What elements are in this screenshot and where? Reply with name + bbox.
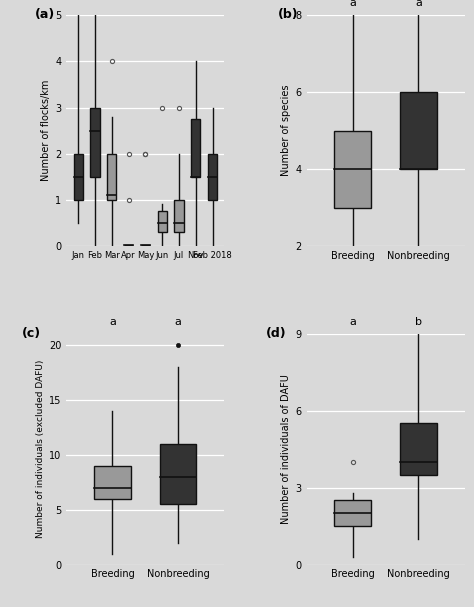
Bar <box>107 154 116 200</box>
Text: a: a <box>415 0 422 8</box>
Text: (b): (b) <box>278 8 299 21</box>
Bar <box>401 424 437 475</box>
Y-axis label: Number of individuals (excluded DAFU): Number of individuals (excluded DAFU) <box>36 360 45 538</box>
Bar <box>335 500 371 526</box>
Text: (a): (a) <box>35 8 55 21</box>
Bar <box>335 131 371 208</box>
Bar <box>157 211 167 232</box>
Bar <box>208 154 217 200</box>
Bar <box>94 466 130 498</box>
Text: b: b <box>415 317 422 327</box>
Bar <box>73 154 83 200</box>
Bar <box>174 200 183 232</box>
Text: a: a <box>175 317 182 327</box>
Text: a: a <box>349 317 356 327</box>
Bar <box>160 444 196 504</box>
Text: (c): (c) <box>22 327 41 340</box>
Text: a: a <box>109 317 116 327</box>
Text: a: a <box>349 0 356 8</box>
Text: (d): (d) <box>265 327 286 340</box>
Bar <box>401 92 437 169</box>
Y-axis label: Number of individuals of DAFU: Number of individuals of DAFU <box>282 374 292 524</box>
Y-axis label: Number of species: Number of species <box>281 85 291 176</box>
Y-axis label: Number of flocks/km: Number of flocks/km <box>41 80 51 181</box>
Bar <box>91 107 100 177</box>
Bar <box>191 119 201 177</box>
